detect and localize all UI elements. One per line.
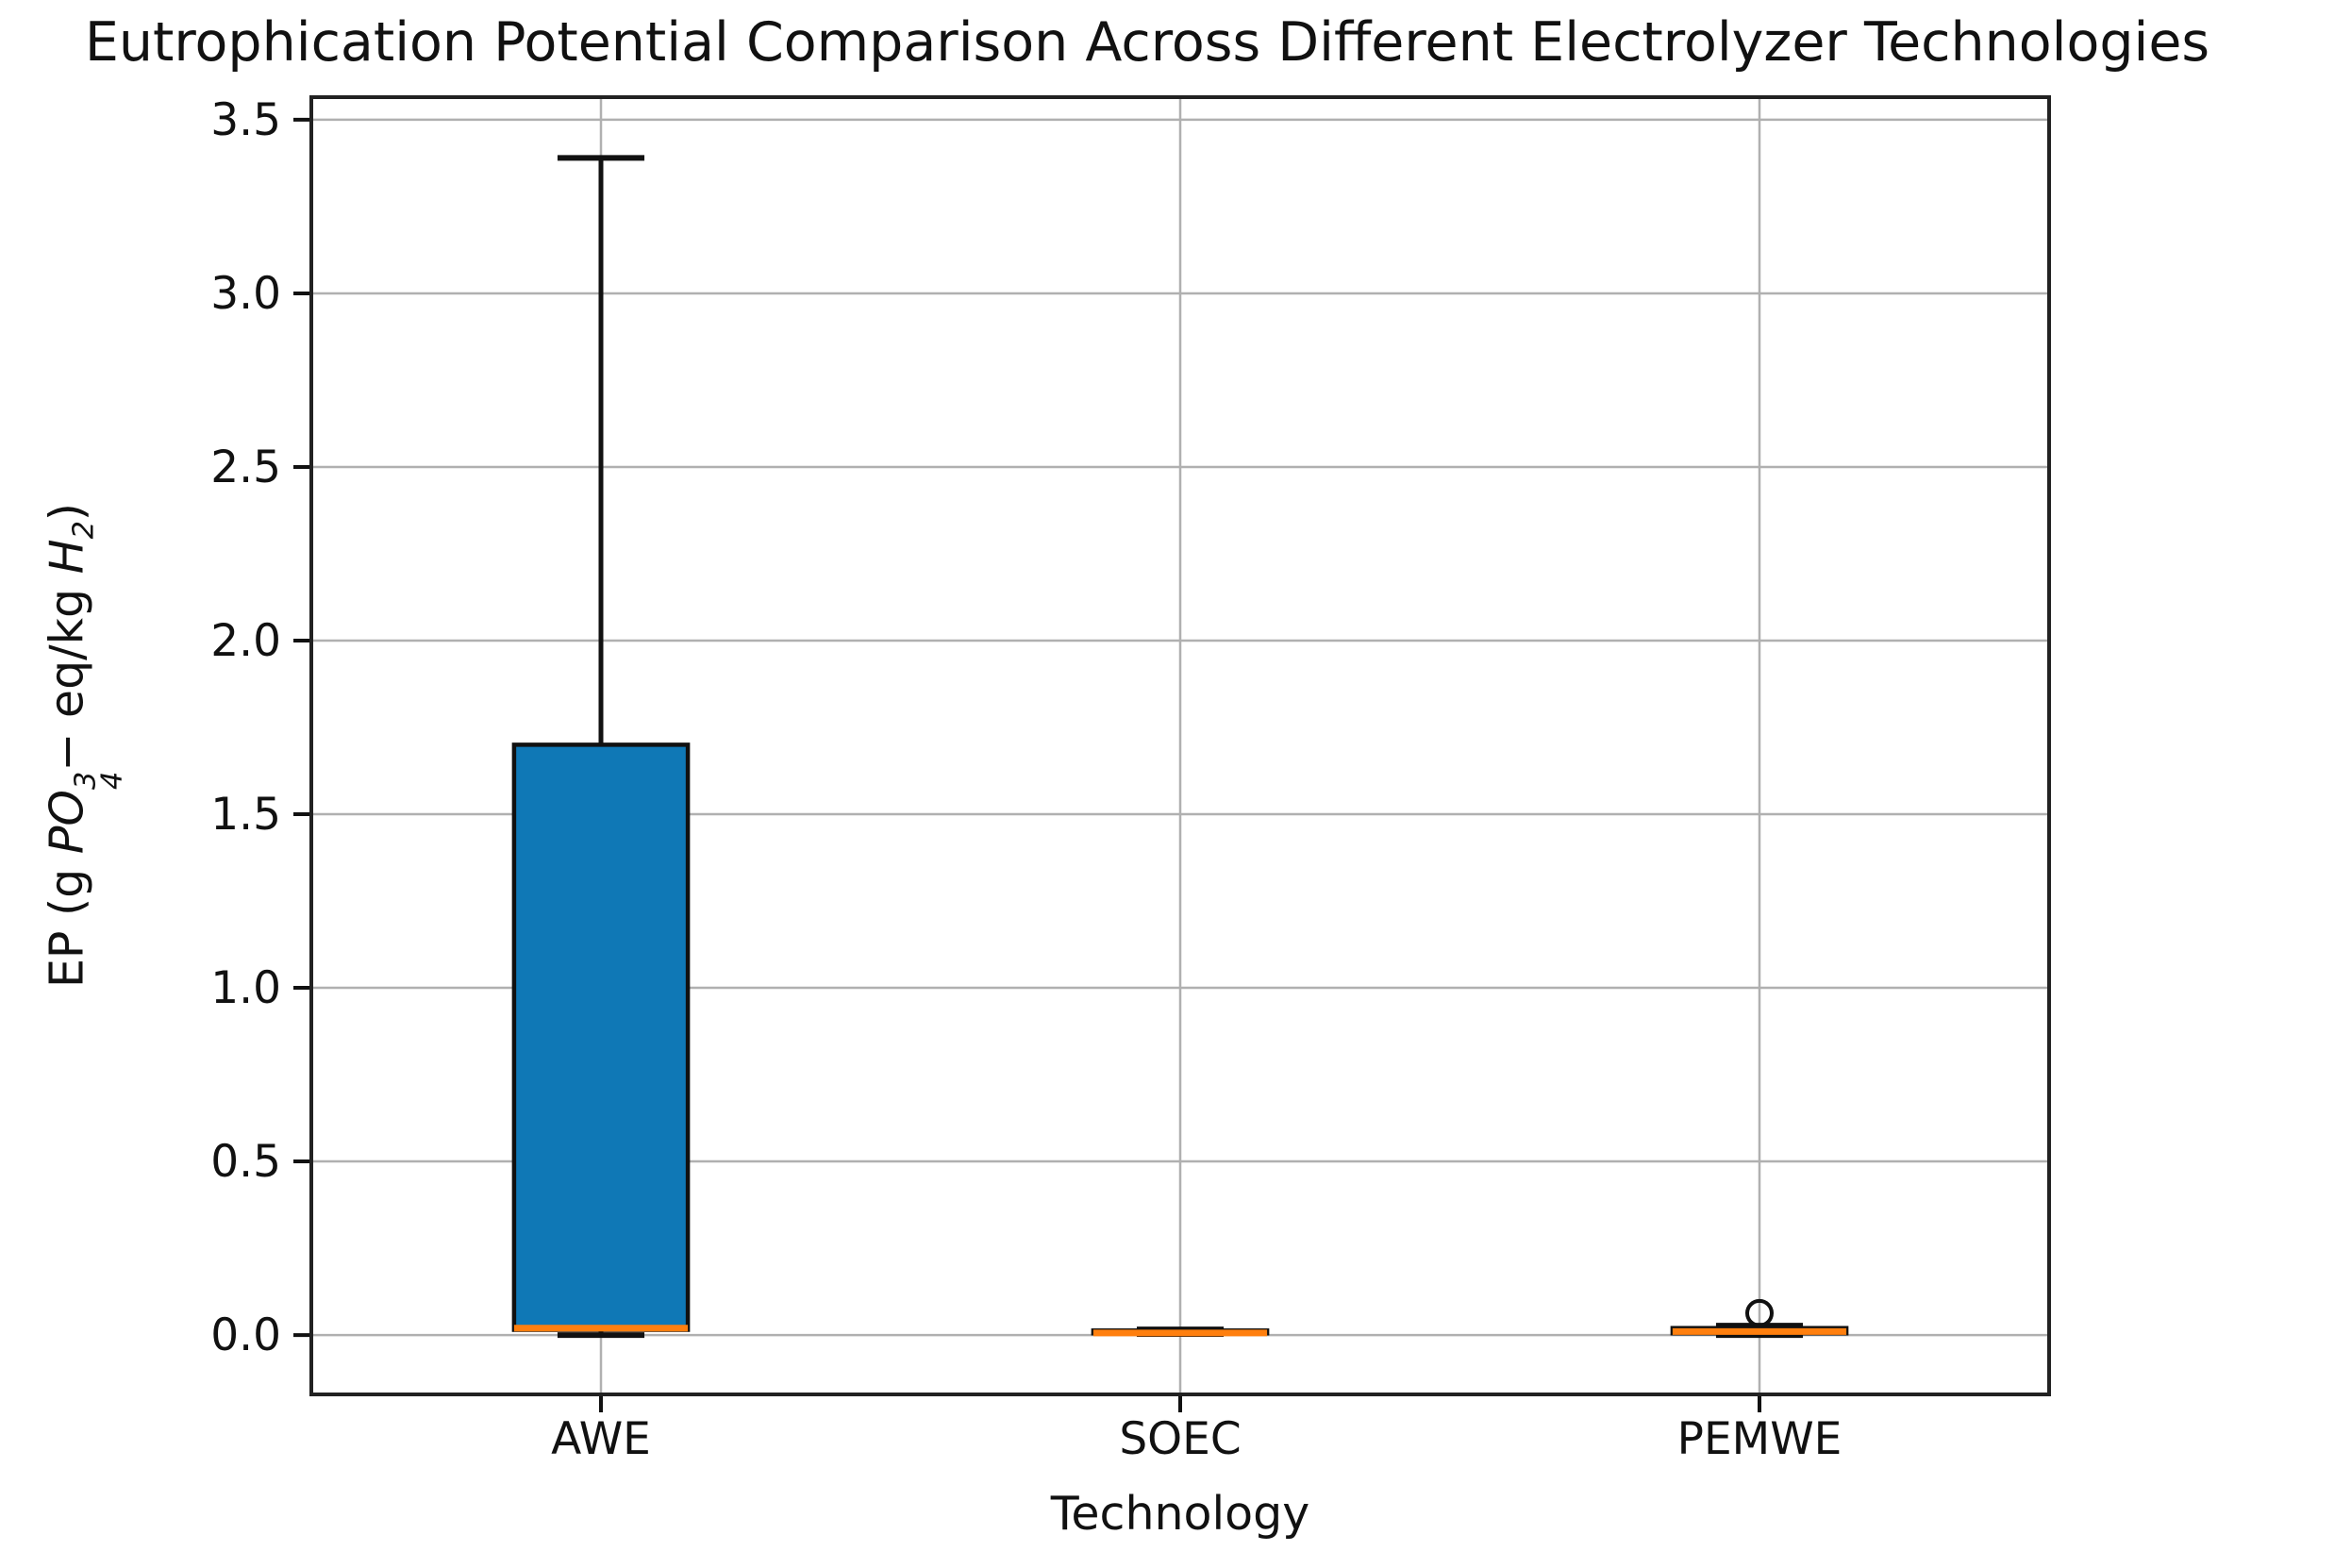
y-axis-label: EP (g PO 3 4− eq/kg H2) [40, 502, 129, 989]
x-tick-label: AWE [551, 1413, 651, 1465]
phosphate-base: PO [40, 790, 94, 855]
x-tick-label: SOEC [1119, 1413, 1241, 1465]
x-axis-label: Technology [1050, 1487, 1310, 1541]
phosphate-subscript: 4 [95, 771, 129, 791]
y-tick-label: 0.0 [210, 1309, 281, 1361]
y-tick-label: 2.5 [210, 442, 281, 493]
y-tick-label: 0.5 [210, 1136, 281, 1188]
box-awe [511, 742, 691, 1332]
y-tick-label: 1.5 [210, 789, 281, 841]
phosphate-formula: PO 3 4 [40, 772, 129, 855]
axes-spines [309, 95, 2051, 1396]
chart-title: Eutrophication Potential Comparison Acro… [84, 11, 2210, 74]
y-axis-label-suffix: ) [40, 502, 94, 522]
hydrogen-subscript: 2 [67, 521, 101, 540]
y-tick-label: 3.0 [210, 268, 281, 320]
y-tick-label: 3.5 [210, 94, 281, 146]
y-axis-label-prefix: EP (g [40, 854, 94, 989]
x-tick-label: PEMWE [1677, 1413, 1842, 1465]
outlier-marker [1745, 1298, 1774, 1327]
y-axis-label-middle: − eq/kg [40, 574, 94, 772]
y-tick-label: 1.0 [210, 962, 281, 1014]
hydrogen-base: H [40, 539, 94, 575]
y-tick-label: 2.0 [210, 615, 281, 667]
hydrogen-formula: H2 [40, 521, 101, 575]
